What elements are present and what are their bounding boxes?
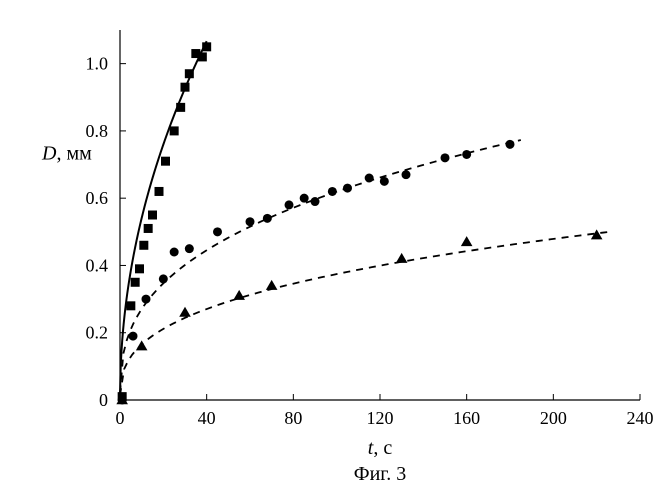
marker-circles (285, 200, 294, 209)
marker-circles (462, 150, 471, 159)
x-tick-label: 160 (453, 408, 480, 428)
y-tick-label: 0.4 (86, 255, 109, 275)
marker-squares (126, 301, 135, 310)
y-tick-label: 0.6 (86, 188, 109, 208)
marker-squares (135, 264, 144, 273)
marker-squares (170, 126, 179, 135)
y-axis-label: D, мм (41, 143, 92, 165)
marker-squares (161, 157, 170, 166)
x-tick-label: 40 (198, 408, 216, 428)
x-tick-label: 80 (284, 408, 302, 428)
marker-circles (441, 153, 450, 162)
marker-squares (148, 211, 157, 220)
y-tick-label: 1.0 (86, 54, 109, 74)
figure-caption: Фиг. 3 (354, 463, 406, 485)
marker-squares (131, 278, 140, 287)
marker-circles (159, 274, 168, 283)
marker-circles (185, 244, 194, 253)
marker-circles (365, 174, 374, 183)
marker-circles (263, 214, 272, 223)
y-tick-label: 0 (99, 390, 108, 410)
marker-circles (343, 184, 352, 193)
marker-squares (139, 241, 148, 250)
marker-circles (402, 170, 411, 179)
marker-circles (506, 140, 515, 149)
x-tick-label: 240 (627, 408, 654, 428)
x-tick-label: 200 (540, 408, 567, 428)
marker-squares (198, 52, 207, 61)
x-tick-label: 0 (116, 408, 125, 428)
marker-circles (380, 177, 389, 186)
marker-circles (213, 227, 222, 236)
x-axis-label: t, c (368, 437, 393, 459)
y-tick-label: 0.8 (86, 121, 109, 141)
marker-circles (311, 197, 320, 206)
marker-circles (246, 217, 255, 226)
y-tick-label: 0.2 (86, 323, 109, 343)
marker-squares (144, 224, 153, 233)
marker-squares (202, 42, 211, 51)
marker-squares (176, 103, 185, 112)
marker-circles (300, 194, 309, 203)
marker-circles (129, 332, 138, 341)
scatter-chart: 0 40 80 120 160 200 240 0 0.2 0.4 0.6 0.8 1.0 D, мм t,… (0, 0, 670, 500)
marker-circles (142, 295, 151, 304)
marker-squares (185, 69, 194, 78)
x-tick-label: 120 (367, 408, 394, 428)
marker-circles (328, 187, 337, 196)
marker-circles (170, 248, 179, 257)
marker-squares (181, 83, 190, 92)
marker-squares (155, 187, 164, 196)
